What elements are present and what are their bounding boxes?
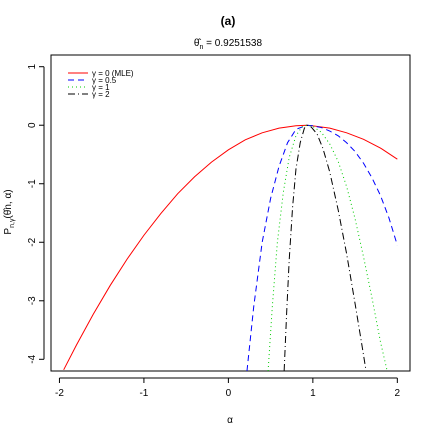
y-axis-label-args: (θ̂n, α) bbox=[2, 189, 14, 218]
plot-area bbox=[50, 54, 411, 372]
plot-frame bbox=[50, 54, 411, 372]
y-tick-label: -3 bbox=[27, 296, 38, 305]
y-tick-label: -2 bbox=[27, 237, 38, 246]
subtitle-value: = 0.9251538 bbox=[203, 38, 262, 49]
y-axis-label-main: P bbox=[3, 228, 14, 235]
x-tick-label: 1 bbox=[310, 388, 316, 399]
y-axis-label: Pn,γ(θ̂n, α) bbox=[2, 189, 16, 234]
legend-label-0: γ = 0 (MLE) bbox=[92, 69, 134, 78]
legend-label-2: γ = 1 bbox=[92, 83, 110, 92]
x-tick-label: -1 bbox=[139, 388, 148, 399]
subtitle-symbol: θ̂ bbox=[194, 37, 202, 49]
y-axis-label-subscript: n,γ bbox=[9, 218, 16, 228]
y-tick-label: 1 bbox=[27, 63, 38, 69]
series-line-1 bbox=[246, 124, 398, 371]
x-axis: -2 -1 0 1 2 bbox=[55, 377, 401, 399]
x-tick-label: 2 bbox=[395, 388, 401, 399]
subtitle-subscript: n bbox=[199, 44, 203, 51]
x-tick-label: -2 bbox=[55, 388, 64, 399]
y-tick-label: -4 bbox=[27, 354, 38, 363]
series-line-2 bbox=[267, 124, 388, 371]
series-line-3 bbox=[283, 124, 367, 371]
legend-label-1: γ = 0.5 bbox=[92, 76, 117, 85]
y-tick-label: 0 bbox=[27, 122, 38, 128]
legend-label-3: γ = 2 bbox=[92, 90, 110, 99]
series-layer bbox=[63, 124, 398, 371]
chart-title: (a) bbox=[221, 14, 236, 28]
chart-subtitle: θ̂n = 0.9251538 bbox=[194, 37, 263, 51]
series-line-0 bbox=[63, 124, 398, 371]
legend: γ = 0 (MLE)γ = 0.5γ = 1γ = 2 bbox=[68, 69, 134, 99]
y-tick-label: -1 bbox=[27, 179, 38, 188]
x-tick-label: 0 bbox=[226, 388, 232, 399]
x-axis-label: α bbox=[227, 415, 233, 426]
y-axis: -4 -3 -2 -1 0 1 bbox=[27, 63, 45, 364]
